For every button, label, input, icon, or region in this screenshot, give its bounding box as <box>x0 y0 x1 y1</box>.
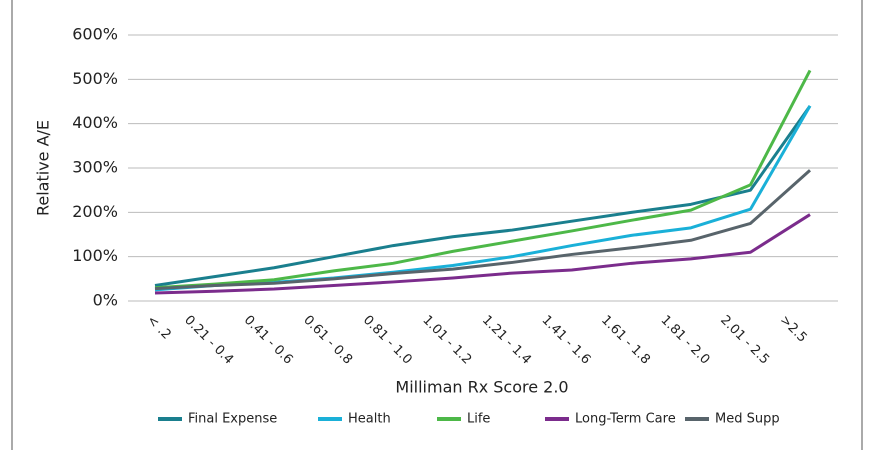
x-tick-label: 0.81 - 1.0 <box>360 313 415 368</box>
x-tick-label: 0.41 - 0.6 <box>241 313 296 368</box>
legend-label: Final Expense <box>188 412 277 427</box>
y-tick-label: 300% <box>72 158 118 177</box>
x-tick-label: 1.01 - 1.2 <box>419 313 474 368</box>
y-tick-label: 400% <box>72 113 118 132</box>
y-tick-label: 0% <box>93 291 118 310</box>
legend-label: Life <box>467 412 490 427</box>
x-tick-label: 1.41 - 1.6 <box>539 313 594 368</box>
legend-label: Long-Term Care <box>575 412 676 427</box>
x-tick-label: 1.21 - 1.4 <box>479 313 534 368</box>
y-tick-label: 200% <box>72 202 118 221</box>
x-axis-title: Milliman Rx Score 2.0 <box>395 378 568 397</box>
x-tick-label: >2.5 <box>777 313 810 346</box>
x-tick-label: < .2 <box>144 313 174 343</box>
y-tick-label: 600% <box>72 25 118 44</box>
x-tick-label: 1.81 - 2.0 <box>658 313 713 368</box>
series-line <box>154 169 811 291</box>
series-line <box>154 69 812 290</box>
legend-label: Med Supp <box>715 412 780 427</box>
x-tick-label: 2.01 - 2.5 <box>717 313 772 368</box>
y-axis-title: Relative A/E <box>34 120 53 216</box>
y-tick-label: 500% <box>72 69 118 88</box>
legend-label: Health <box>348 412 391 427</box>
y-tick-label: 100% <box>72 246 118 265</box>
x-tick-label: 1.61 - 1.8 <box>598 313 653 368</box>
series-line <box>154 105 812 287</box>
x-tick-label: 0.21 - 0.4 <box>181 313 236 368</box>
series-line <box>154 213 811 295</box>
x-tick-label: 0.61 - 0.8 <box>300 313 355 368</box>
